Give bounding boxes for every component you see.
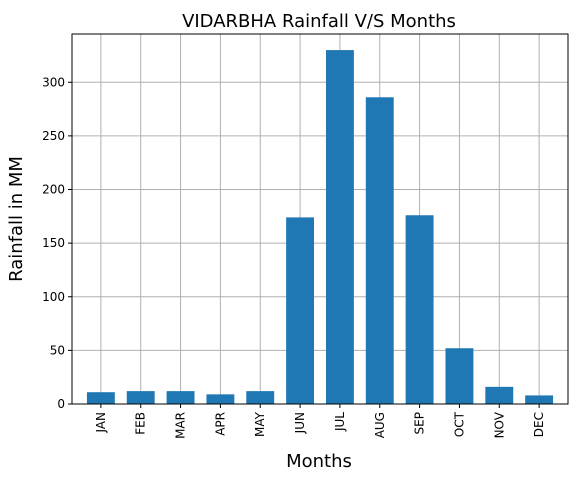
axes: [71, 33, 569, 405]
bar-apr: [206, 394, 235, 404]
plot-frame: [71, 33, 569, 405]
bar-jul: [325, 50, 354, 405]
y-tick-label: 50: [50, 343, 65, 357]
x-tick-label: FEB: [134, 412, 148, 435]
x-tick-label: OCT: [452, 411, 466, 437]
bars: [86, 50, 554, 405]
x-tick-label: AUG: [373, 412, 387, 438]
x-tick-label: MAY: [253, 411, 267, 437]
bar-mar: [166, 391, 195, 404]
y-tick-label: 200: [42, 183, 65, 197]
x-axis-ticks: JAN FEB MAR APR MAY JUN JUL AUG SEP OCT NOV DEC: [94, 404, 546, 439]
bar-may: [246, 391, 275, 404]
x-tick-label: APR: [213, 412, 227, 436]
bar-jan: [86, 392, 115, 404]
y-axis-title: Rainfall in MM: [6, 156, 27, 282]
x-tick-label: JAN: [94, 412, 108, 434]
bar-dec: [525, 395, 554, 404]
x-tick-label: SEP: [413, 412, 427, 434]
x-tick-label: JUN: [293, 412, 307, 434]
y-tick-label: 250: [42, 129, 65, 143]
grid-lines: [72, 34, 568, 405]
x-tick-label: JUL: [333, 412, 347, 432]
x-axis-title: Months: [286, 451, 352, 472]
x-tick-label: NOV: [492, 411, 506, 438]
bar-nov: [485, 386, 514, 404]
chart-title: VIDARBHA Rainfall V/S Months: [182, 11, 456, 32]
y-tick-label: 0: [57, 397, 65, 411]
y-tick-label: 150: [42, 236, 65, 250]
y-tick-label: 100: [42, 290, 65, 304]
bar-aug: [365, 97, 394, 404]
y-tick-label: 300: [42, 75, 65, 89]
bar-sep: [405, 215, 434, 404]
bar-feb: [126, 391, 155, 404]
y-axis-ticks: 0 50 100 150 200 250 300: [42, 75, 72, 411]
x-tick-label: MAR: [174, 412, 188, 439]
bar-jun: [286, 217, 315, 404]
x-tick-label: DEC: [532, 412, 546, 437]
bar-oct: [445, 348, 474, 404]
